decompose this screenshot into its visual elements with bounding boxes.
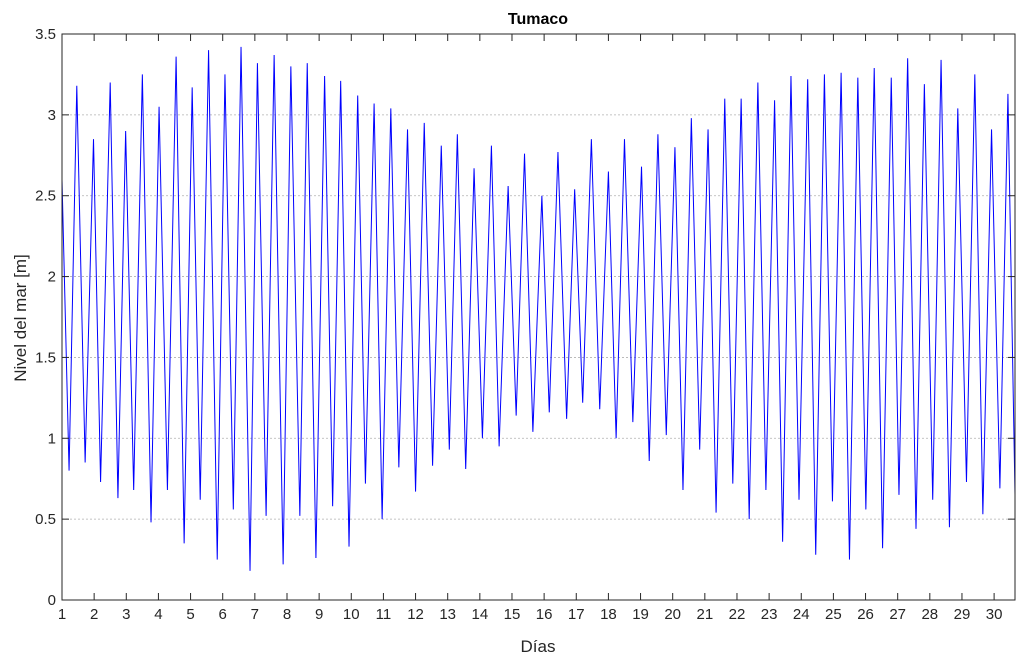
- y-tick-label: 3.5: [35, 26, 56, 43]
- x-tick-label: 4: [154, 606, 162, 623]
- x-tick-label: 26: [857, 606, 874, 623]
- y-tick-label: 2.5: [35, 188, 56, 205]
- x-tick-label: 16: [536, 606, 553, 623]
- x-tick-label: 9: [315, 606, 323, 623]
- x-tick-label: 14: [471, 606, 488, 623]
- x-tick-label: 10: [343, 606, 360, 623]
- x-tick-layer: 1 2 3 4 5 6 7 8 9 10 11 12 13 14 15 16 17 18 19 20 21 22 23 24 2…: [58, 34, 1003, 623]
- y-tick-layer: 0 0.5 1 1.5 2 2.5 3 3.5: [35, 26, 1015, 609]
- y-tick-label: 2: [48, 269, 56, 286]
- x-tick-label: 15: [504, 606, 521, 623]
- x-tick-label: 12: [407, 606, 424, 623]
- x-tick-label: 5: [186, 606, 194, 623]
- x-tick-label: 22: [729, 606, 746, 623]
- x-tick-label: 30: [986, 606, 1003, 623]
- y-tick-label: 1: [48, 430, 56, 447]
- x-tick-label: 7: [251, 606, 259, 623]
- axes-box: [61, 33, 1016, 601]
- x-tick-label: 23: [761, 606, 778, 623]
- x-tick-label: 17: [568, 606, 585, 623]
- x-tick-label: 20: [664, 606, 681, 623]
- x-tick-label: 25: [825, 606, 842, 623]
- x-tick-label: 13: [439, 606, 456, 623]
- x-tick-label: 2: [90, 606, 98, 623]
- x-tick-label: 27: [889, 606, 906, 623]
- x-tick-label: 24: [793, 606, 810, 623]
- y-axis-title: Nivel del mar [m]: [11, 254, 30, 382]
- series-layer: [61, 46, 1016, 571]
- x-tick-label: 1: [58, 606, 66, 623]
- x-tick-label: 28: [921, 606, 938, 623]
- chart-title: Tumaco: [508, 11, 568, 28]
- y-tick-label: 1.5: [35, 349, 56, 366]
- x-tick-label: 19: [632, 606, 649, 623]
- x-tick-label: 3: [122, 606, 130, 623]
- x-tick-label: 21: [696, 606, 713, 623]
- x-axis-title: Días: [521, 637, 556, 656]
- x-tick-label: 6: [219, 606, 227, 623]
- y-tick-label: 0: [48, 592, 56, 609]
- x-tick-label: 29: [954, 606, 971, 623]
- y-tick-label: 3: [48, 107, 56, 124]
- series-line: [61, 46, 1016, 571]
- x-tick-label: 18: [600, 606, 617, 623]
- x-tick-label: 8: [283, 606, 291, 623]
- x-tick-label: 11: [376, 606, 392, 623]
- y-tick-label: 0.5: [35, 511, 56, 528]
- axis-layer: [61, 33, 1016, 601]
